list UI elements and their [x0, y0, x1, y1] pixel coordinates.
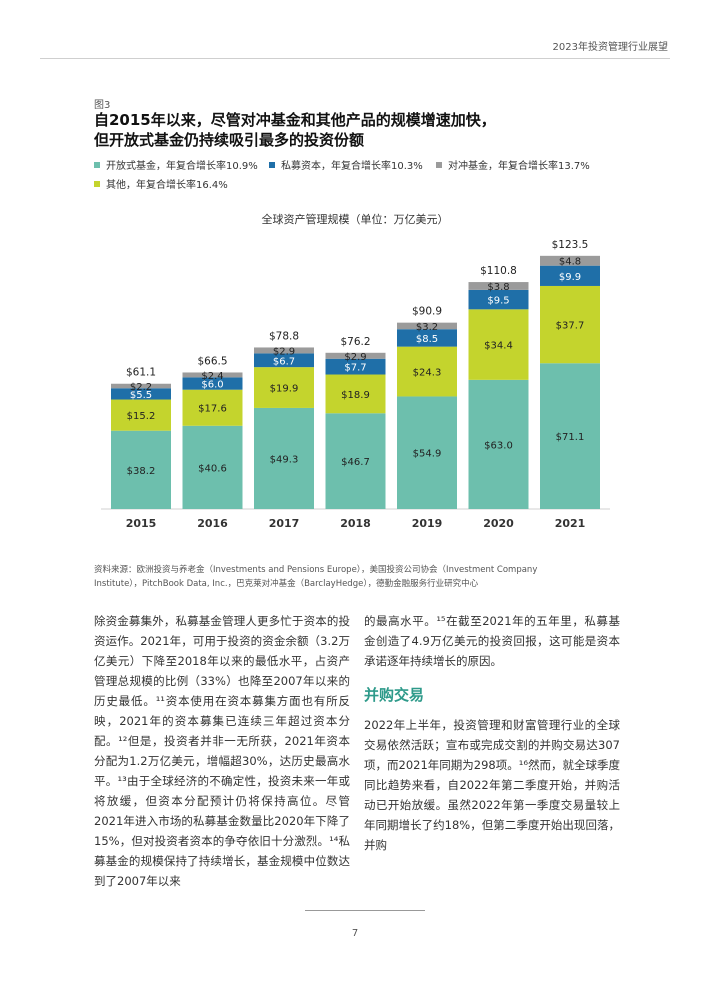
x-tick-label: 2018 — [340, 517, 371, 530]
bar-segment-open-end-funds — [468, 379, 529, 509]
data-label: $4.8 — [559, 257, 581, 268]
figure-label: 图3 — [94, 100, 111, 111]
bar-segment-other — [325, 374, 386, 414]
bar-segment-private-capital — [182, 377, 243, 390]
total-label: $66.5 — [197, 355, 227, 367]
body-paragraph: 的最高水平。¹⁵在截至2021年的五年里，私募基金创造了4.9万亿美元的投资回报… — [364, 614, 620, 668]
bar-segment-private-capital — [111, 388, 171, 400]
data-label: $2.9 — [273, 346, 295, 357]
bar-segment-open-end-funds — [540, 363, 600, 509]
legend-swatch-other — [94, 181, 100, 187]
body-paragraph: 2022年上半年，投资管理和财富管理行业的全球交易依然活跃；宣布或完成交割的并购… — [364, 718, 620, 852]
legend-label-hedge-funds: 对冲基金，年复合增长率13.7% — [448, 161, 590, 172]
bar-segment-private-capital — [397, 329, 457, 347]
total-label: $78.8 — [269, 330, 299, 342]
bar-segment-private-capital — [540, 265, 600, 286]
data-label: $2.4 — [201, 371, 223, 382]
total-label: $110.8 — [480, 265, 517, 277]
data-label: $24.3 — [413, 368, 442, 379]
legend-item-open-end-funds: 开放式基金，年复合增长率10.9% — [94, 157, 258, 172]
page-number: 7 — [351, 928, 359, 939]
header-title: 2023年投资管理行业展望 — [552, 42, 668, 53]
data-label: $5.5 — [130, 390, 152, 401]
bar-segment-hedge-funds — [111, 383, 171, 389]
data-label: $40.6 — [198, 463, 227, 474]
legend-swatch-open-end-funds — [94, 162, 100, 168]
data-label: $2.2 — [130, 382, 152, 393]
bar-segment-other — [468, 309, 529, 380]
chart-title: 全球资产管理规模（单位：万亿美元） — [261, 213, 449, 226]
legend-item-hedge-funds: 对冲基金，年复合增长率13.7% — [436, 157, 590, 172]
data-label: $17.6 — [198, 404, 227, 415]
x-tick-label: 2020 — [483, 517, 514, 530]
data-label: $54.9 — [413, 449, 442, 460]
figure-title-line-1: 自2015年以来，尽管对冲基金和其他产品的规模增速加快， — [94, 111, 496, 129]
bar-segment-other — [182, 389, 243, 426]
bar-segment-other — [111, 399, 171, 431]
x-tick-label: 2016 — [197, 517, 228, 530]
x-tick-label: 2021 — [555, 517, 586, 530]
data-label: $3.8 — [487, 282, 509, 293]
bar-segment-open-end-funds — [397, 396, 457, 509]
legend-item-other: 其他，年复合增长率16.4% — [94, 176, 228, 191]
footer-divider — [305, 910, 425, 911]
data-label: $2.9 — [344, 352, 366, 363]
bar-segment-hedge-funds — [325, 352, 386, 359]
body-column-left: 除资金募集外，私募基金管理人更多忙于资本的投资运作。2021年，可用于投资的资金… — [94, 611, 350, 891]
body-paragraph: 除资金募集外，私募基金管理人更多忙于资本的投资运作。2021年，可用于投资的资金… — [94, 614, 350, 888]
data-label: $18.9 — [341, 390, 370, 401]
data-label: $34.4 — [484, 341, 513, 352]
body-column-right: 的最高水平。¹⁵在截至2021年的五年里，私募基金创造了4.9万亿美元的投资回报… — [364, 611, 620, 855]
section-heading: 并购交易 — [364, 686, 425, 704]
data-label: $49.3 — [270, 454, 299, 465]
bar-segment-open-end-funds — [111, 430, 171, 509]
x-tick-label: 2019 — [412, 517, 443, 530]
legend-swatch-hedge-funds — [436, 162, 442, 168]
bar-segment-open-end-funds — [182, 425, 243, 509]
data-label: $19.9 — [270, 384, 299, 395]
bar-segment-hedge-funds — [540, 255, 600, 266]
total-label: $76.2 — [340, 336, 370, 348]
data-label: $9.5 — [487, 296, 509, 307]
total-label: $61.1 — [126, 367, 156, 379]
total-label: $123.5 — [552, 239, 589, 251]
total-label: $90.9 — [412, 306, 442, 318]
legend-label-open-end-funds: 开放式基金，年复合增长率10.9% — [106, 161, 258, 172]
bar-segment-hedge-funds — [397, 322, 457, 330]
data-label: $9.9 — [559, 272, 581, 283]
legend-label-other: 其他，年复合增长率16.4% — [106, 180, 228, 191]
data-label: $6.7 — [273, 356, 295, 367]
data-label: $46.7 — [341, 457, 370, 468]
legend-item-private-capital: 私募资本，年复合增长率10.3% — [269, 157, 423, 172]
data-label: $71.1 — [556, 432, 585, 443]
bar-segment-other — [254, 367, 314, 408]
x-tick-label: 2015 — [126, 517, 157, 530]
bar-segment-private-capital — [254, 353, 314, 368]
bar-segment-hedge-funds — [182, 372, 243, 378]
data-label: $15.2 — [127, 411, 156, 422]
data-label: $8.5 — [416, 334, 438, 345]
figure-title-line-2: 但开放式基金仍持续吸引最多的投资份额 — [94, 131, 365, 149]
data-label: $38.2 — [127, 466, 156, 477]
bar-segment-other — [540, 285, 600, 364]
data-label: $7.7 — [344, 363, 366, 374]
bar-segment-open-end-funds — [325, 413, 386, 509]
data-label: $63.0 — [484, 440, 513, 451]
figure-title: 自2015年以来，尽管对冲基金和其他产品的规模增速加快， 但开放式基金仍持续吸引… — [94, 110, 614, 150]
bar-segment-private-capital — [325, 358, 386, 375]
legend-swatch-private-capital — [269, 162, 275, 168]
data-label: $6.0 — [201, 380, 223, 391]
bar-segment-hedge-funds — [254, 347, 314, 354]
data-label: $37.7 — [556, 321, 585, 332]
stacked-bar-chart: $38.2 $15.2 $5.5$2.2 $61.1 2015 $40.6 $17.6 $6.… — [101, 239, 610, 530]
bar-segment-other — [397, 346, 457, 397]
bar-segment-open-end-funds — [254, 407, 314, 509]
data-label: $3.2 — [416, 322, 438, 333]
bar-segment-hedge-funds — [468, 282, 529, 290]
header-divider — [40, 58, 670, 59]
bar-segment-private-capital — [468, 289, 529, 310]
legend-label-private-capital: 私募资本，年复合增长率10.3% — [281, 161, 423, 172]
x-tick-label: 2017 — [269, 517, 300, 530]
source-note: 资料来源：欧洲投资与养老金（Investments and Pensions E… — [94, 565, 538, 589]
